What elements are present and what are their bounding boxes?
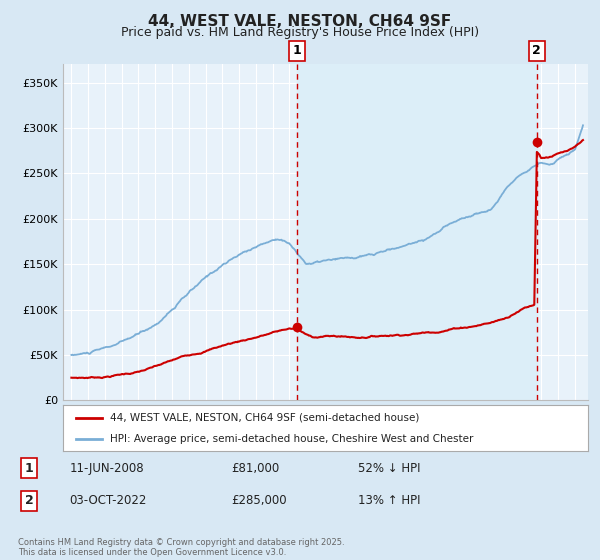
Text: 52% ↓ HPI: 52% ↓ HPI [358,462,420,475]
Text: 2: 2 [532,44,541,58]
Text: 03-OCT-2022: 03-OCT-2022 [70,494,147,507]
Text: 11-JUN-2008: 11-JUN-2008 [70,462,144,475]
Text: Price paid vs. HM Land Registry's House Price Index (HPI): Price paid vs. HM Land Registry's House … [121,26,479,39]
Text: 1: 1 [292,44,301,58]
Bar [297,64,537,400]
Text: Contains HM Land Registry data © Crown copyright and database right 2025.
This d: Contains HM Land Registry data © Crown c… [18,538,344,557]
Text: £81,000: £81,000 [231,462,279,475]
Text: 13% ↑ HPI: 13% ↑ HPI [358,494,420,507]
Text: HPI: Average price, semi-detached house, Cheshire West and Chester: HPI: Average price, semi-detached house,… [110,435,473,444]
Text: 44, WEST VALE, NESTON, CH64 9SF (semi-detached house): 44, WEST VALE, NESTON, CH64 9SF (semi-de… [110,413,419,423]
Text: £285,000: £285,000 [231,494,287,507]
Text: 2: 2 [25,494,34,507]
Text: 1: 1 [25,462,34,475]
Text: 44, WEST VALE, NESTON, CH64 9SF: 44, WEST VALE, NESTON, CH64 9SF [148,14,452,29]
